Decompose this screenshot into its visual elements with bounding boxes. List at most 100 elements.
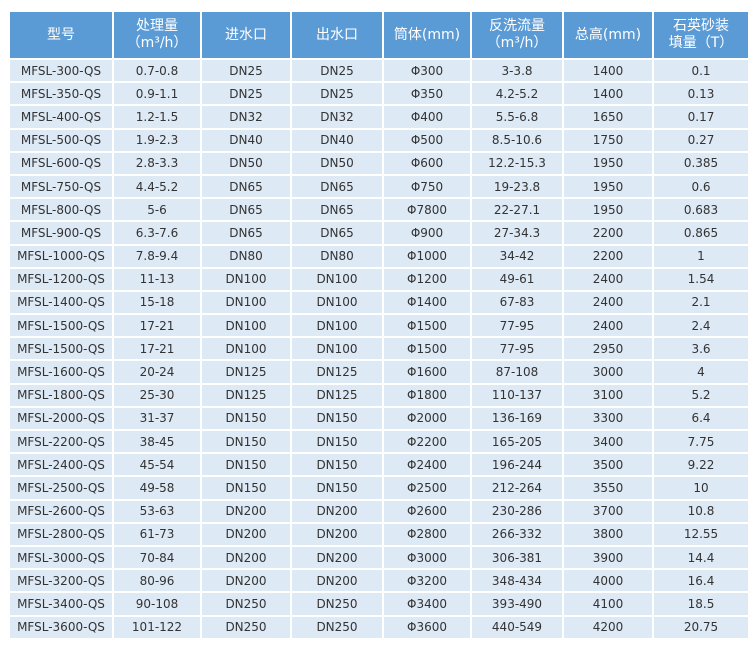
table-cell: DN50: [290, 150, 384, 176]
table-cell: 49-61: [470, 266, 564, 292]
header-text: 出水口: [316, 26, 358, 43]
table-cell: 3800: [562, 521, 654, 547]
table-cell: 5-6: [112, 197, 202, 223]
header-text: 石英砂装: [673, 18, 729, 34]
table-cell: DN250: [290, 614, 384, 640]
table-cell: 49-58: [112, 475, 202, 501]
table-cell: DN100: [290, 266, 384, 292]
table-cell: 348-434: [470, 568, 564, 594]
table-cell: 20-24: [112, 359, 202, 385]
table-cell: DN200: [200, 544, 292, 571]
table-cell: Φ2800: [382, 521, 472, 547]
table-cell: 4100: [562, 591, 654, 617]
table-cell: DN150: [200, 452, 292, 478]
table-cell: Φ3600: [382, 614, 472, 640]
table-cell: 9.22: [652, 452, 750, 478]
table-cell: 27-34.3: [470, 220, 564, 246]
header-text: 总高(mm): [574, 26, 642, 43]
table-cell: 136-169: [470, 405, 564, 432]
table-cell: 80-96: [112, 568, 202, 594]
table-cell: 6.3-7.6: [112, 220, 202, 246]
table-cell: 3550: [562, 475, 654, 501]
table-cell: DN150: [200, 405, 292, 432]
table-cell: 1750: [562, 127, 654, 153]
table-cell: MFSL-2000-QS: [8, 405, 114, 432]
table-cell: 25-30: [112, 382, 202, 408]
table-cell: 87-108: [470, 359, 564, 385]
table-row: MFSL-1000-QS 7.8-9.4 DN80 DN80 Φ1000 34-42 220…: [8, 243, 750, 269]
table-cell: 77-95: [470, 313, 564, 339]
table-cell: DN80: [290, 243, 384, 269]
table-cell: 1950: [562, 197, 654, 223]
table-cell: 0.27: [652, 127, 750, 153]
table-cell: 0.6: [652, 173, 750, 200]
table-cell: MFSL-3200-QS: [8, 568, 114, 594]
table-cell: Φ500: [382, 127, 472, 153]
table-cell: 4: [652, 359, 750, 385]
table-cell: 34-42: [470, 243, 564, 269]
table-cell: DN150: [200, 475, 292, 501]
table-row: MFSL-3600-QS 101-122 DN250 DN250 Φ3600 440-54…: [8, 614, 750, 640]
table-cell: DN32: [200, 104, 292, 130]
table-cell: Φ1500: [382, 313, 472, 339]
table-cell: MFSL-3400-QS: [8, 591, 114, 617]
table-row: MFSL-2500-QS 49-58 DN150 DN150 Φ2500 212-264 3…: [8, 475, 750, 501]
table-cell: 3700: [562, 498, 654, 524]
table-cell: DN65: [200, 173, 292, 200]
table-cell: DN250: [290, 591, 384, 617]
table-cell: 4200: [562, 614, 654, 640]
table-row: MFSL-1500-QS 17-21 DN100 DN100 Φ1500 77-95 295…: [8, 336, 750, 362]
table-cell: 1400: [562, 81, 654, 107]
table-row: MFSL-3000-QS 70-84 DN200 DN200 Φ3000 306-381 3…: [8, 544, 750, 571]
table-cell: 212-264: [470, 475, 564, 501]
table-cell: Φ1800: [382, 382, 472, 408]
table-cell: 4000: [562, 568, 654, 594]
table-cell: 1950: [562, 150, 654, 176]
table-cell: DN65: [200, 197, 292, 223]
table-cell: DN200: [290, 568, 384, 594]
table-cell: 45-54: [112, 452, 202, 478]
table-cell: Φ2600: [382, 498, 472, 524]
table-cell: MFSL-750-QS: [8, 173, 114, 200]
header-cell: 处理量 （m³/h）: [112, 10, 202, 60]
table-cell: Φ600: [382, 150, 472, 176]
table-row: MFSL-2400-QS 45-54 DN150 DN150 Φ2400 196-244 3…: [8, 452, 750, 478]
table-row: MFSL-900-QS 6.3-7.6 DN65 DN65 Φ900 27-34.3 220…: [8, 220, 750, 246]
table-cell: DN200: [200, 521, 292, 547]
table-cell: 8.5-10.6: [470, 127, 564, 153]
table-row: MFSL-750-QS 4.4-5.2 DN65 DN65 Φ750 19-23.8 195…: [8, 173, 750, 200]
table-cell: Φ2400: [382, 452, 472, 478]
table-cell: MFSL-1200-QS: [8, 266, 114, 292]
table-cell: DN100: [290, 313, 384, 339]
table-cell: 61-73: [112, 521, 202, 547]
table-cell: MFSL-3600-QS: [8, 614, 114, 640]
table-cell: 3500: [562, 452, 654, 478]
table-cell: 7.75: [652, 428, 750, 455]
table-cell: MFSL-2400-QS: [8, 452, 114, 478]
table-cell: MFSL-1000-QS: [8, 243, 114, 269]
table-cell: DN25: [200, 81, 292, 107]
table-row: MFSL-400-QS 1.2-1.5 DN32 DN32 Φ400 5.5-6.8 165…: [8, 104, 750, 130]
table-cell: Φ750: [382, 173, 472, 200]
table-cell: 196-244: [470, 452, 564, 478]
table-cell: MFSL-1500-QS: [8, 313, 114, 339]
table-cell: MFSL-2500-QS: [8, 475, 114, 501]
table-cell: DN150: [290, 452, 384, 478]
table-cell: MFSL-300-QS: [8, 57, 114, 84]
table-cell: MFSL-1600-QS: [8, 359, 114, 385]
table-cell: MFSL-1800-QS: [8, 382, 114, 408]
table-row: MFSL-1400-QS 15-18 DN100 DN100 Φ1400 67-83 240…: [8, 289, 750, 316]
table-cell: 77-95: [470, 336, 564, 362]
table-cell: 1650: [562, 104, 654, 130]
table-cell: MFSL-500-QS: [8, 127, 114, 153]
header-row: 型号 处理量 （m³/h） 进水口 出水口 筒体(mm) 反洗流量 （m³/h） 总高(mm) 石…: [8, 10, 750, 60]
table-cell: 5.2: [652, 382, 750, 408]
table-cell: MFSL-350-QS: [8, 81, 114, 107]
table-cell: DN80: [200, 243, 292, 269]
table-cell: DN65: [290, 197, 384, 223]
table-cell: 19-23.8: [470, 173, 564, 200]
table-cell: 12.2-15.3: [470, 150, 564, 176]
table-row: MFSL-500-QS 1.9-2.3 DN40 DN40 Φ500 8.5-10.6 17…: [8, 127, 750, 153]
table-cell: MFSL-3000-QS: [8, 544, 114, 571]
table-cell: DN200: [290, 498, 384, 524]
